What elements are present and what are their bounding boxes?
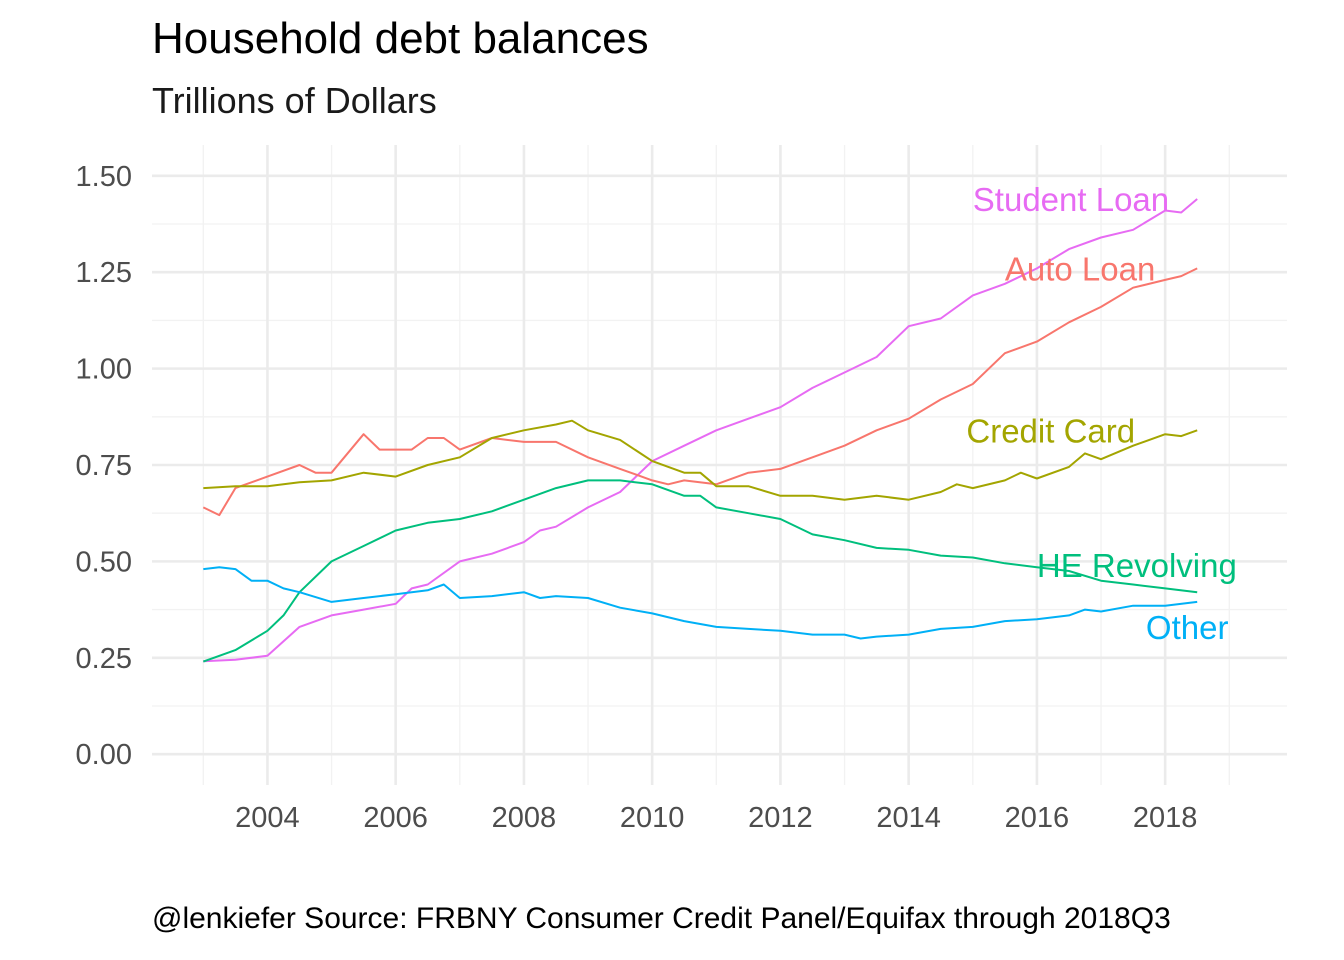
x-tick-label: 2004 [235,802,300,834]
series-line-auto-loan [202,267,1198,517]
y-axis-tick-labels: 0.00 0.25 0.50 0.75 1.00 1.25 1.50 [76,161,132,771]
series-line-student-loan [203,198,1198,663]
series-lines [202,198,1198,663]
y-tick-label: 1.50 [76,161,132,193]
y-tick-label: 0.00 [76,739,132,771]
series-line-other [203,566,1198,640]
chart-title: Household debt balances [152,14,649,63]
x-tick-label: 2016 [1005,802,1070,834]
x-tick-label: 2010 [620,802,685,834]
series-label-he-revolving: HE Revolving [1037,547,1237,584]
x-tick-label: 2018 [1133,802,1198,834]
y-tick-label: 0.75 [76,450,132,482]
x-tick-label: 2012 [748,802,813,834]
y-tick-label: 0.50 [76,546,132,578]
chart-caption: @lenkiefer Source: FRBNY Consumer Credit… [152,902,1171,935]
series-label-auto-loan: Auto Loan [1005,250,1155,287]
x-axis-tick-labels: 2004 2006 2008 2010 2012 2014 2016 2018 [235,802,1197,834]
series-label-other: Other [1146,609,1229,646]
chart-subtitle: Trillions of Dollars [152,80,437,121]
x-tick-label: 2006 [363,802,428,834]
series-labels: Student Loan Auto Loan Credit Card HE Revol… [966,181,1236,646]
y-tick-label: 0.25 [76,643,132,675]
series-line-credit-card [203,419,1198,501]
x-tick-label: 2014 [876,802,941,834]
series-label-student-loan: Student Loan [973,181,1169,218]
y-tick-label: 1.25 [76,257,132,289]
series-line-he-revolving [202,479,1198,663]
y-tick-label: 1.00 [76,354,132,386]
major-gridlines [152,145,1287,785]
series-label-credit-card: Credit Card [966,412,1135,449]
x-tick-label: 2008 [492,802,557,834]
